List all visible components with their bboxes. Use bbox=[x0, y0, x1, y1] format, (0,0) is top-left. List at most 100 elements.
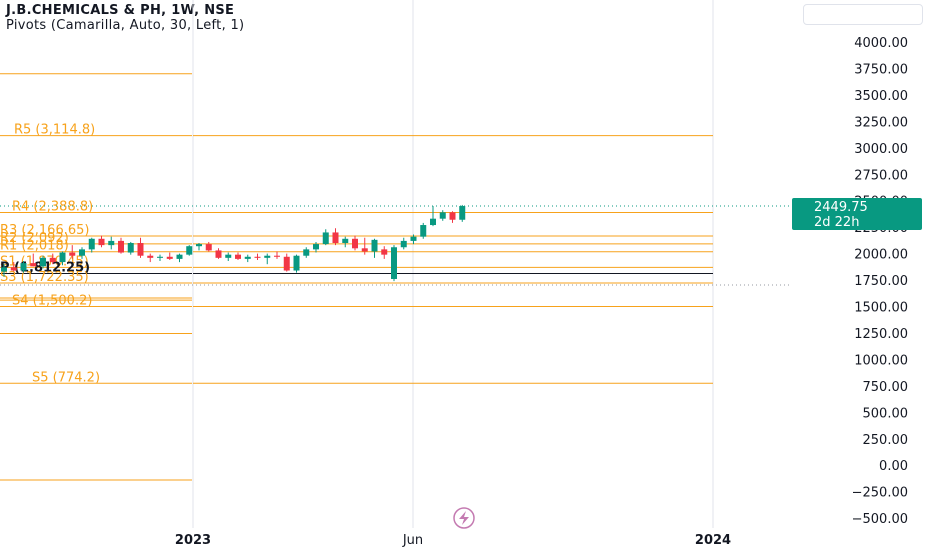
candle-body bbox=[98, 238, 105, 246]
candle bbox=[186, 245, 193, 256]
candle bbox=[254, 253, 261, 260]
candle bbox=[10, 262, 17, 272]
lightning-icon[interactable] bbox=[453, 507, 475, 529]
y-tick-label: 3000.00 bbox=[854, 142, 908, 157]
y-tick-label: 500.00 bbox=[863, 406, 909, 421]
pivot-lines: R5 (3,114.8) R4 (2,388.8) R3 (2,166.65)R2 … bbox=[0, 123, 713, 385]
candle bbox=[137, 237, 144, 258]
candle-body bbox=[274, 255, 280, 257]
candle-body bbox=[322, 232, 329, 245]
candle-body bbox=[147, 255, 154, 258]
candle bbox=[118, 237, 124, 254]
candle bbox=[313, 241, 319, 253]
y-tick-label: 3250.00 bbox=[854, 115, 908, 130]
x-tick-label: 2024 bbox=[695, 533, 731, 548]
candle-body bbox=[420, 225, 427, 237]
candle-body bbox=[303, 249, 310, 256]
candle-body bbox=[283, 256, 290, 271]
candle-body bbox=[235, 254, 241, 259]
candle bbox=[147, 253, 154, 263]
candle-body bbox=[59, 252, 66, 263]
y-tick-label: 2000.00 bbox=[854, 248, 908, 263]
y-tick-label: 1750.00 bbox=[854, 274, 908, 289]
candle bbox=[371, 238, 378, 258]
candle bbox=[420, 222, 427, 239]
candle bbox=[40, 255, 46, 269]
candle bbox=[361, 237, 368, 255]
price-badge-countdown: 2d 22h bbox=[814, 215, 859, 230]
candle bbox=[332, 228, 339, 246]
candle bbox=[166, 252, 173, 260]
candle-body bbox=[371, 239, 378, 252]
candle bbox=[303, 247, 310, 258]
grid-lines bbox=[192, 0, 714, 528]
candle bbox=[176, 253, 183, 263]
candle-body bbox=[264, 255, 271, 258]
y-tick-label: 1250.00 bbox=[854, 327, 908, 342]
candle bbox=[108, 236, 115, 250]
candle bbox=[449, 211, 456, 223]
top-right-button[interactable] bbox=[803, 4, 923, 25]
candle-body bbox=[88, 238, 95, 250]
candle bbox=[59, 251, 66, 266]
pivot-label-s3: S3 (1,722.35) bbox=[0, 270, 89, 285]
x-tick-label: Jun bbox=[402, 533, 423, 548]
indicator-legend[interactable]: Pivots (Camarilla, Auto, 30, Left, 1) bbox=[6, 18, 245, 33]
candle bbox=[410, 234, 417, 245]
candle-body bbox=[430, 218, 436, 226]
candle bbox=[20, 261, 27, 273]
candle-body bbox=[400, 240, 407, 248]
candle-body bbox=[69, 252, 76, 256]
candle bbox=[283, 253, 290, 272]
candle bbox=[205, 241, 212, 252]
y-tick-label: −250.00 bbox=[852, 486, 908, 501]
candle-series bbox=[1, 204, 466, 282]
candle-body bbox=[118, 240, 124, 253]
candle bbox=[225, 252, 232, 262]
candle bbox=[1, 264, 7, 277]
candle bbox=[264, 253, 271, 265]
pivot-label-r1: R1 (2,018) bbox=[0, 239, 69, 254]
candle bbox=[322, 229, 329, 246]
candle bbox=[49, 253, 56, 265]
candle-body bbox=[342, 238, 349, 244]
candle-body bbox=[49, 257, 56, 263]
candle-body bbox=[313, 244, 319, 250]
candle-body bbox=[391, 247, 397, 279]
candle-body bbox=[352, 238, 358, 249]
candle bbox=[244, 254, 251, 263]
y-tick-label: 750.00 bbox=[863, 380, 909, 395]
candle bbox=[127, 241, 134, 255]
y-tick-label: 250.00 bbox=[863, 433, 909, 448]
pivot-label-r2: R2 (2,092) bbox=[0, 231, 69, 246]
candle-body bbox=[361, 248, 368, 252]
candle-body bbox=[439, 212, 446, 219]
pivot-label-r4: R4 (2,388.8) bbox=[12, 199, 93, 214]
candle bbox=[215, 248, 222, 259]
symbol-title[interactable]: J.B.CHEMICALS & PH, 1W, NSE bbox=[6, 3, 235, 18]
y-tick-label: −500.00 bbox=[852, 512, 908, 527]
candle bbox=[342, 236, 349, 248]
candle bbox=[98, 235, 105, 248]
chart-legend: J.B.CHEMICALS & PH, 1W, NSE Pivots (Cama… bbox=[6, 3, 244, 33]
candle-body bbox=[157, 256, 163, 258]
candle bbox=[79, 247, 85, 259]
price-badge-value: 2449.75 bbox=[814, 200, 868, 215]
y-tick-label: 0.00 bbox=[879, 459, 908, 474]
candle-body bbox=[196, 244, 202, 247]
time-axis[interactable]: 2023 Jun 2024 bbox=[175, 533, 731, 548]
pivot-label-s4: S4 (1,500.2) bbox=[12, 293, 92, 308]
candle-body bbox=[459, 206, 466, 220]
candle bbox=[274, 251, 280, 259]
candle-body bbox=[186, 246, 193, 255]
pivot-label-r5: R5 (3,114.8) bbox=[14, 123, 95, 138]
candle-body bbox=[108, 240, 115, 246]
candle-body bbox=[30, 263, 37, 267]
price-axis[interactable]: 4000.00 3750.00 3500.00 3250.00 3000.00 2750.… bbox=[852, 36, 908, 527]
candle bbox=[196, 243, 202, 251]
x-tick-label: 2023 bbox=[175, 533, 211, 548]
candle-body bbox=[254, 256, 261, 258]
candle-body bbox=[293, 255, 300, 271]
